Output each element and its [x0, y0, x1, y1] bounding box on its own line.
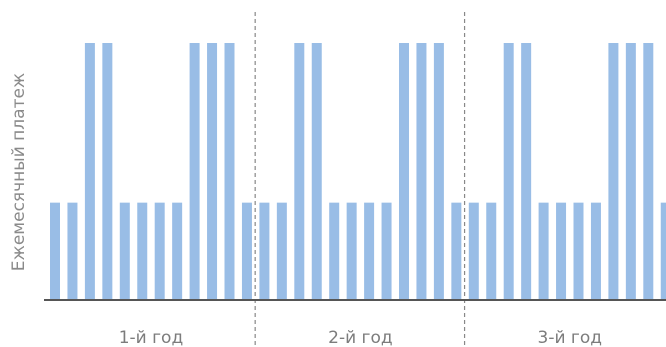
bar-month-1: [50, 202, 60, 300]
bar-month-29: [538, 202, 549, 300]
bar-month-30: [556, 202, 567, 300]
year-label-3: 3-й год: [538, 328, 603, 347]
bar-month-31: [573, 202, 584, 300]
bar-month-5: [119, 202, 130, 300]
bar-month-2: [67, 202, 78, 300]
bar-month-36: [660, 202, 666, 300]
bar-month-8: [172, 202, 183, 300]
bar-month-32: [590, 202, 601, 300]
bar-month-17: [329, 202, 340, 300]
bar-month-28: [521, 43, 532, 300]
bar-month-13: [259, 202, 270, 300]
bar-month-7: [154, 202, 165, 300]
bar-month-6: [137, 202, 148, 300]
bar-month-22: [416, 43, 427, 300]
year-label-2: 2-й год: [328, 328, 393, 347]
bar-month-12: [241, 202, 252, 300]
bar-month-11: [224, 43, 235, 300]
bar-month-24: [451, 202, 462, 300]
bar-month-23: [433, 43, 444, 300]
bar-month-20: [381, 202, 392, 300]
bar-month-21: [399, 43, 409, 300]
bars-group: [50, 43, 666, 300]
bar-month-33: [608, 43, 619, 300]
bar-month-3: [84, 43, 95, 300]
bar-month-35: [643, 43, 654, 300]
y-axis-label: Ежемесячный платеж: [9, 73, 29, 271]
bar-month-34: [625, 43, 636, 300]
bar-month-25: [468, 202, 479, 300]
bar-month-14: [276, 202, 287, 300]
bar-month-15: [294, 43, 305, 300]
bar-month-27: [503, 43, 514, 300]
bar-month-16: [311, 43, 322, 300]
bar-month-9: [189, 43, 200, 300]
year-labels: 1-й год 2-й год 3-й год: [119, 328, 602, 347]
bar-month-10: [207, 43, 218, 300]
bar-month-4: [102, 43, 113, 300]
bar-month-18: [346, 202, 357, 300]
bar-month-19: [364, 202, 375, 300]
bar-month-26: [486, 202, 497, 300]
year-label-1: 1-й год: [119, 328, 184, 347]
